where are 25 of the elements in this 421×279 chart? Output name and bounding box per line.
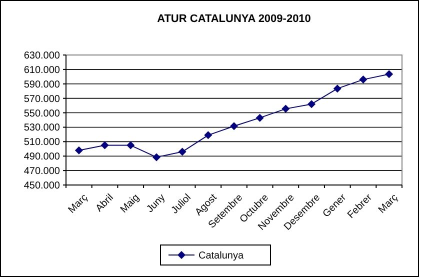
y-tick-label: 470.000	[24, 166, 60, 178]
point	[178, 148, 186, 156]
point	[282, 104, 290, 113]
point	[333, 84, 342, 93]
point	[230, 122, 238, 130]
y-tick-label: 490.000	[24, 152, 60, 163]
point	[385, 70, 394, 78]
point	[308, 100, 316, 108]
point	[100, 141, 109, 150]
point	[74, 146, 83, 154]
point	[152, 153, 160, 162]
y-tick-label: 530.000	[24, 122, 60, 134]
y-tick-label: 510.000	[24, 137, 60, 148]
y-tick-label: 550.000	[24, 108, 60, 120]
chart-title: ATUR CATALUNYA 2009-2010	[157, 13, 311, 25]
point	[359, 76, 368, 84]
point	[204, 131, 212, 140]
y-tick-label: 450.000	[24, 180, 60, 192]
legend-label: Catalunya	[198, 250, 244, 262]
y-tick-label: 630.000	[24, 50, 60, 62]
y-tick-label: 570.000	[24, 94, 60, 105]
point	[256, 114, 264, 122]
point	[126, 141, 135, 150]
y-tick-label: 590.000	[24, 79, 60, 90]
y-tick-label: 610.000	[24, 64, 60, 76]
